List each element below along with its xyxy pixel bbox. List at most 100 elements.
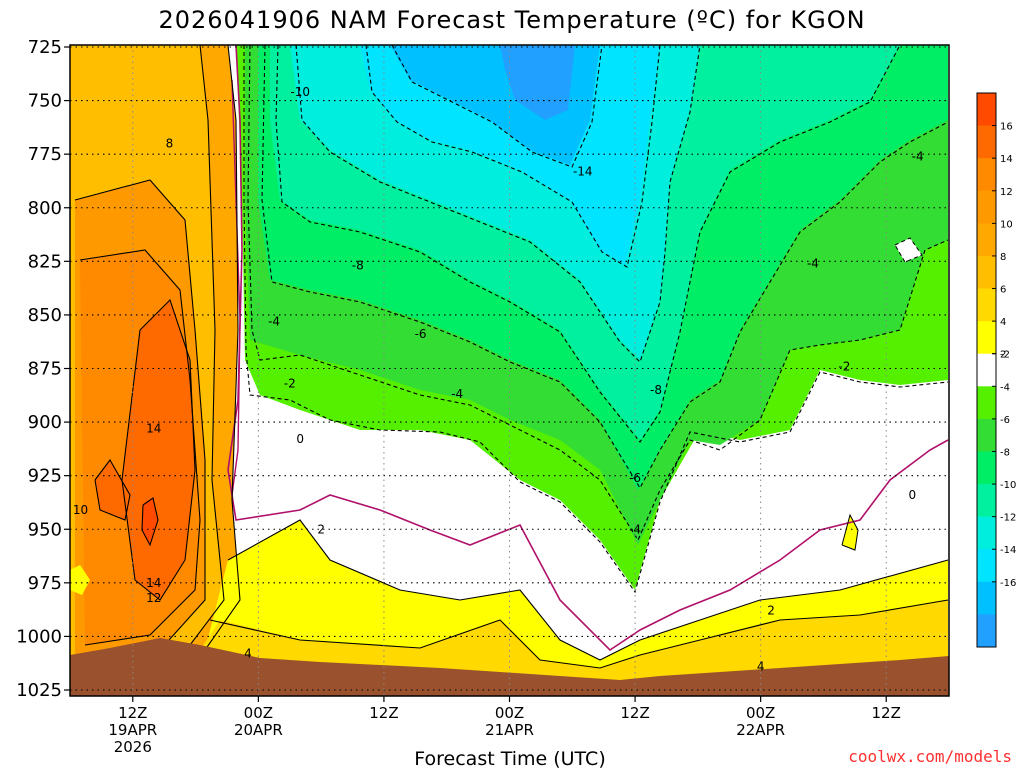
colorbar-band: [977, 614, 996, 648]
colorbar-tick-label: 16: [1000, 122, 1013, 133]
colorbar-band: [977, 581, 996, 615]
contour-minus8: [275, 45, 901, 443]
contour-6b: [204, 45, 241, 651]
colorbar-band: [977, 451, 996, 485]
colorbar-tick-label: 4: [1000, 317, 1006, 328]
y-axis: 725 750 775 800 825 850 875 900 925 950 975 1000 102…: [16, 37, 70, 701]
colorbar-tick-label: 12: [1000, 187, 1013, 198]
x-tick-label: 12Z: [620, 704, 649, 722]
x-tick-label: 12Z: [369, 704, 398, 722]
contour-12: [79, 249, 201, 646]
contour-label: -4: [629, 522, 641, 536]
y-tick-label: 875: [28, 359, 62, 380]
contour-pocket-east: [841, 513, 859, 551]
contour-minus12: [365, 45, 661, 268]
colorbar-band: [977, 386, 996, 420]
contour-label: 4: [244, 647, 252, 661]
y-tick-label: 850: [28, 305, 62, 326]
contour-label: -2: [838, 359, 850, 373]
colorbar-tick-label: 8: [1000, 252, 1006, 263]
x-tick-label: 00Z: [746, 704, 775, 722]
contour-label: 10: [73, 503, 88, 517]
contour-4: [209, 599, 949, 669]
x-tick-label: 21APR: [485, 721, 534, 739]
contour-label: -4: [268, 314, 280, 328]
y-tick-label: 1000: [16, 626, 62, 647]
colorbar-tick-label: -2: [1000, 350, 1010, 361]
contour-label: 0: [296, 432, 304, 446]
chart-title: 2026041906 NAM Forecast Temperature (ºC)…: [158, 6, 865, 34]
contour-label: 14: [146, 422, 161, 436]
band-14-16: [122, 300, 195, 600]
colorbar: 16 14 12 10 8 6 4 2-2 -4 -6 -8 -10 -12 -14 -16: [976, 92, 1016, 648]
band-14-16-west: [95, 460, 130, 520]
colorbar-band: [977, 93, 996, 127]
colorbar-band: [977, 353, 996, 387]
colorbar-tick-label: 2: [1000, 350, 1006, 361]
colorbar-band: [977, 125, 996, 159]
colorbar-band: [977, 418, 996, 452]
y-tick-label: 800: [28, 198, 62, 219]
colorbar-tick-label: 10: [1000, 219, 1013, 230]
y-tick-label: 900: [28, 412, 62, 433]
colorbar-tick-label: -4: [1000, 382, 1010, 393]
warm-pocket-east: [842, 515, 858, 550]
contour-16: [141, 497, 159, 547]
colorbar-band: [977, 288, 996, 322]
contour-label: -8: [650, 383, 662, 397]
y-tick-label: 750: [28, 91, 62, 112]
contour-label: -4: [451, 387, 463, 401]
y-tick-label: 925: [28, 466, 62, 487]
contour-label: 4: [757, 659, 765, 673]
x-tick-label: 00Z: [495, 704, 524, 722]
contour-label: -14: [573, 164, 593, 178]
colorbar-band: [977, 549, 996, 583]
contour-label: 12: [146, 591, 161, 605]
contour-label: -4: [807, 256, 819, 270]
y-tick-label: 950: [28, 519, 62, 540]
warm-pocket-west: [70, 565, 90, 595]
y-tick-label: 775: [28, 144, 62, 165]
warm-pocket: [895, 238, 922, 262]
contour-minus2: [243, 45, 949, 594]
contour-minus10: [295, 45, 701, 364]
x-tick-label: 12Z: [872, 704, 901, 722]
contour-label: 2: [317, 522, 325, 536]
y-tick-label: 1025: [16, 680, 62, 701]
zero-isotherm-west: [231, 79, 241, 496]
colorbar-band: [977, 516, 996, 550]
colorbar-band: [977, 190, 996, 224]
colorbar-tick-label: 14: [1000, 154, 1013, 165]
colorbar-tick-label: -14: [1000, 545, 1016, 556]
colorbar-band: [977, 223, 996, 257]
colorbar-band: [977, 255, 996, 290]
contour-minus14: [391, 45, 603, 168]
y-tick-label: 975: [28, 573, 62, 594]
x-axis-label: Forecast Time (UTC): [414, 748, 605, 768]
x-tick-label: 2026: [114, 738, 152, 756]
colorbar-tick-label: -12: [1000, 513, 1016, 524]
grid: [70, 45, 949, 696]
colorbar-tick-label: -10: [1000, 480, 1016, 491]
colorbar-band: [977, 321, 996, 355]
x-tick-label: 20APR: [234, 721, 283, 739]
contour-label: 8: [166, 136, 174, 150]
colorbar-tick-label: -16: [1000, 578, 1016, 589]
contour-label: -4: [912, 149, 924, 163]
contour-label: 2: [767, 604, 775, 618]
colorbar-tick-label: -8: [1000, 447, 1010, 458]
colorbar-tick-label: 6: [1000, 285, 1006, 296]
colorbar-tick-label: -6: [1000, 415, 1010, 426]
contour-minus6: [261, 45, 949, 490]
contour-14-west: [94, 459, 131, 521]
contour-label: -6: [415, 327, 427, 341]
contour-label: -2: [284, 377, 296, 391]
y-tick-label: 725: [28, 37, 62, 58]
contour-labels: -10 -14 -8 -4 -6 -2 -4 -8 -2 -4 -4 0 0 -6 -4 2 2 4 4 8 14 10 1…: [73, 85, 924, 673]
contour-label: -8: [352, 259, 364, 273]
contour-label: 14: [146, 576, 161, 590]
band-16-18: [142, 498, 158, 545]
ground-surface: [70, 638, 949, 696]
